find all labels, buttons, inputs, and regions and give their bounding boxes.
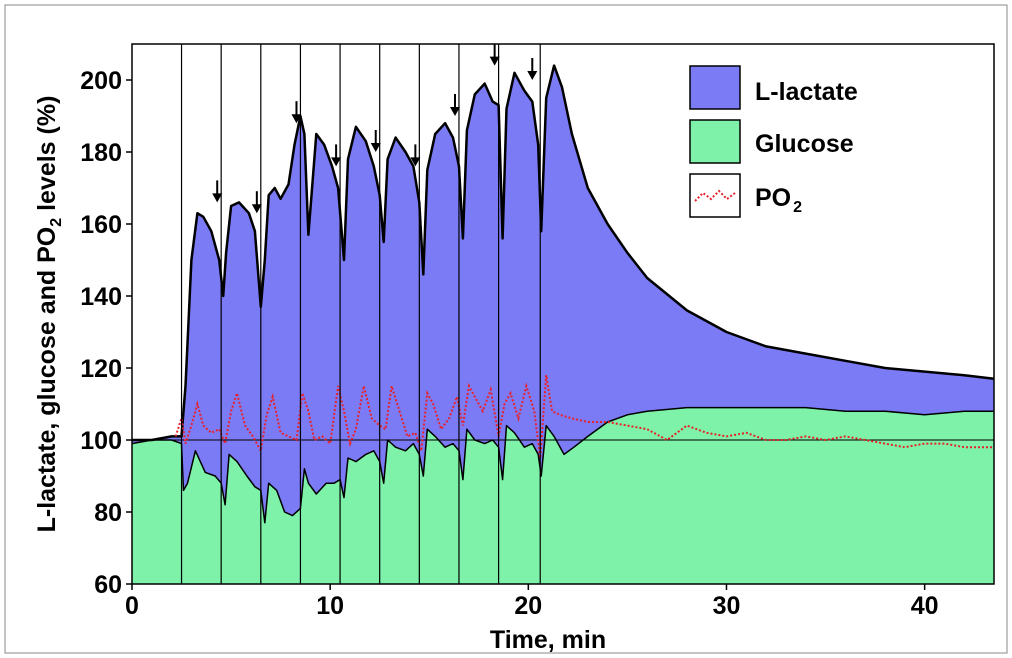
arrow-head-2	[251, 204, 262, 214]
x-tick-label-20: 20	[514, 592, 542, 620]
legend: L-lactate Glucose PO 2	[689, 65, 858, 218]
y-tick-label-60: 60	[94, 571, 122, 599]
y-axis-title: L-lactate, glucose and PO2 levels (%)	[33, 96, 65, 533]
legend-label-po2: PO 2	[755, 184, 802, 216]
arrow-head-3	[291, 114, 302, 124]
x-tick-label-0: 0	[125, 592, 139, 620]
l-lactate-line	[132, 64, 994, 442]
arrow-head-9	[527, 71, 538, 80]
stimulus-arrows	[212, 43, 538, 214]
y-tick-label-160: 160	[80, 211, 122, 239]
arrow-head-7	[450, 107, 461, 116]
y-tick-label-180: 180	[80, 139, 122, 167]
legend-po2-line	[694, 189, 736, 202]
y-tick-label-140: 140	[80, 283, 122, 311]
x-tick-label-10: 10	[316, 592, 344, 620]
x-axis-title: Time, min	[490, 626, 606, 654]
po2-line	[174, 375, 994, 459]
legend-label-glucose: Glucose	[755, 130, 854, 158]
legend-swatch-po2	[689, 173, 741, 218]
plot-area	[132, 44, 994, 584]
y-tick-label-80: 80	[94, 499, 122, 527]
arrow-head-1	[212, 193, 223, 203]
x-tick-label-40: 40	[911, 592, 939, 620]
arrow-head-4	[331, 157, 342, 167]
legend-swatch-glucose	[689, 119, 741, 164]
plot-border	[131, 43, 995, 585]
y-tick-label-100: 100	[80, 427, 122, 455]
y-tick-label-200: 200	[80, 67, 122, 95]
x-tick-label-30: 30	[713, 592, 741, 620]
arrow-head-6	[410, 157, 421, 167]
axis-ticks: 60 80 100 120 140 160 180 200 0 10 20 30 40	[80, 67, 938, 620]
legend-label-l-lactate: L-lactate	[755, 78, 858, 106]
legend-swatch-l-lactate	[689, 65, 741, 110]
glucose-area	[132, 407, 994, 584]
glucose-line	[132, 406, 994, 524]
arrow-head-5	[370, 143, 381, 152]
y-tick-label-120: 120	[80, 355, 122, 383]
arrow-head-8	[489, 56, 500, 66]
